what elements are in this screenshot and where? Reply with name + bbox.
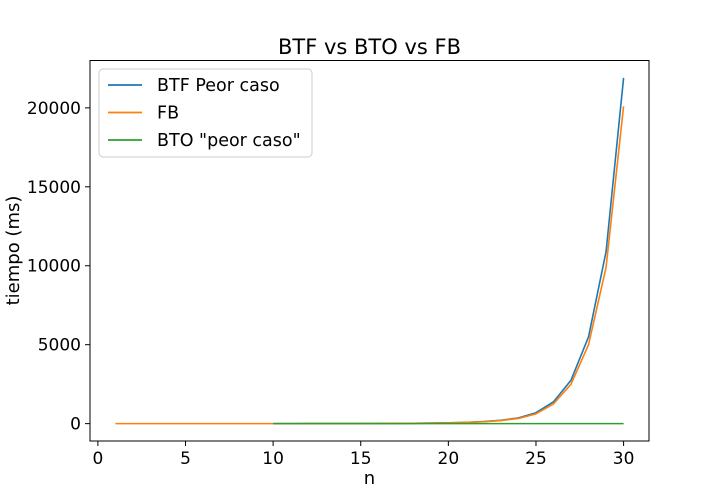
y-tick-label: 0 bbox=[70, 415, 81, 435]
x-axis-title: n bbox=[364, 468, 375, 489]
x-tick-label: 5 bbox=[180, 449, 191, 469]
y-tick-label: 15000 bbox=[27, 178, 81, 198]
legend-label-1: FB bbox=[157, 104, 179, 124]
legend: BTF Peor caso FB BTO "peor caso" bbox=[98, 68, 313, 158]
series-layer bbox=[115, 77, 625, 425]
y-tick-label: 20000 bbox=[27, 99, 81, 119]
legend-box bbox=[98, 68, 313, 158]
x-tick-label: 30 bbox=[613, 449, 635, 469]
legend-label-2: BTO "peor caso" bbox=[157, 131, 301, 151]
legend-entries: BTF Peor caso FB BTO "peor caso" bbox=[108, 76, 301, 151]
x-axis-ticks: 0 5 10 15 20 25 30 bbox=[92, 441, 634, 469]
plot-area-frame bbox=[89, 60, 650, 442]
y-tick-label: 5000 bbox=[38, 336, 81, 356]
x-tick-label: 25 bbox=[525, 449, 547, 469]
y-axis-ticks: 0 5000 10000 15000 20000 bbox=[27, 99, 90, 435]
chart-title: BTF vs BTO vs FB bbox=[278, 35, 461, 59]
x-tick-label: 0 bbox=[92, 449, 103, 469]
series-line-0 bbox=[273, 77, 625, 425]
x-tick-label: 20 bbox=[438, 449, 460, 469]
y-axis-title: tiempo (ms) bbox=[3, 196, 24, 306]
x-tick-label: 15 bbox=[350, 449, 372, 469]
legend-label-0: BTF Peor caso bbox=[157, 76, 280, 96]
x-tick-label: 10 bbox=[262, 449, 284, 469]
y-tick-label: 10000 bbox=[27, 257, 81, 277]
